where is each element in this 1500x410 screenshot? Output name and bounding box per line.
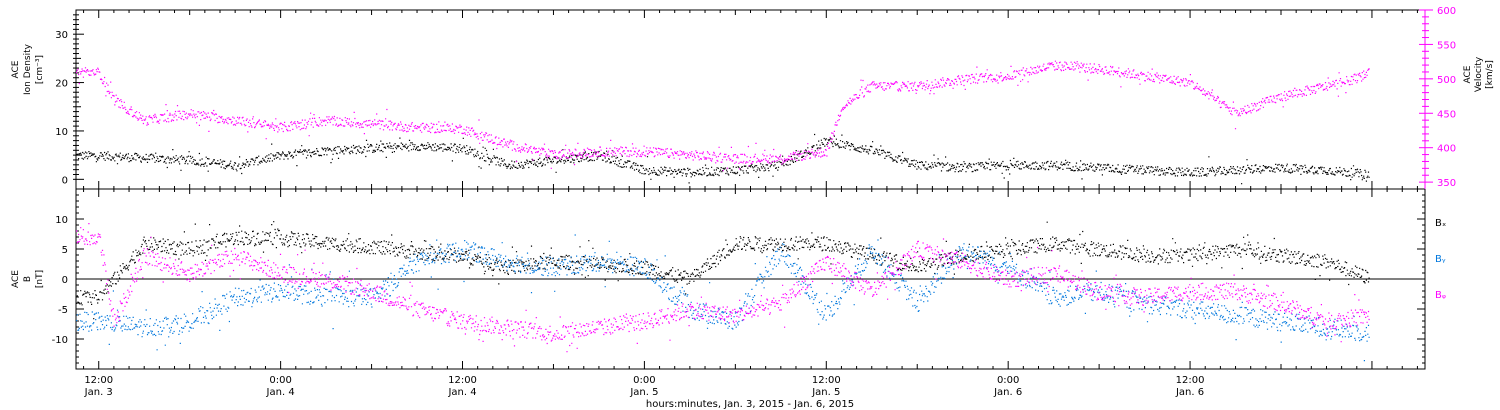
top-right-tick-label: 450 xyxy=(1437,109,1456,120)
bottom-tick-label: 5 xyxy=(62,245,68,256)
top-left-tick-label: 0 xyxy=(62,175,68,186)
x-tick-time-label: 12:00 xyxy=(1176,375,1205,386)
top-left-ylabel-1: Ion Density xyxy=(23,43,33,95)
x-tick-date-label: Jan. 3 xyxy=(84,387,113,398)
x-axis-label: hours:minutes, Jan. 3, 2015 - Jan. 6, 20… xyxy=(646,399,854,410)
bottom-tick-label: 0 xyxy=(62,275,68,286)
bottom-tick-label: -5 xyxy=(58,305,68,316)
top-left-tick-label: 20 xyxy=(55,79,68,90)
by-points xyxy=(76,234,1370,362)
top-left-ylabel-2: [cm⁻³] xyxy=(35,55,45,84)
x-tick-date-label: Jan. 6 xyxy=(1175,387,1204,398)
bottom-ylabel-0: ACE xyxy=(11,270,21,288)
top-right-tick-label: 350 xyxy=(1437,178,1456,189)
x-tick-time-label: 0:00 xyxy=(997,375,1019,386)
top-left-tick-label: 30 xyxy=(55,30,68,41)
top-right-ylabel-1: Velocity xyxy=(1474,56,1484,92)
top-right-ylabel-0: ACE xyxy=(1463,65,1473,83)
top-left-tick-label: 10 xyxy=(55,127,68,138)
x-tick-time-label: 12:00 xyxy=(448,375,477,386)
panel-top-frame xyxy=(75,9,1426,190)
legend-item-0: Bₓ xyxy=(1435,218,1446,229)
bottom-tick-label: -10 xyxy=(52,335,68,346)
top-right-ylabel-2: [km/s] xyxy=(1485,60,1495,89)
bottom-ylabel-2: [nT] xyxy=(35,270,45,288)
top-right-tick-label: 600 xyxy=(1437,6,1456,17)
density-points xyxy=(76,133,1370,185)
legend-item-2: Bᵩ xyxy=(1435,290,1446,301)
bottom-ylabel-1: B xyxy=(23,276,33,282)
bottom-tick-label: 10 xyxy=(55,215,68,226)
x-tick-date-label: Jan. 6 xyxy=(993,387,1022,398)
top-right-tick-label: 550 xyxy=(1437,40,1456,51)
legend-item-1: Bᵧ xyxy=(1435,254,1446,265)
top-left-ylabel-0: ACE xyxy=(11,60,21,78)
x-tick-date-label: Jan. 4 xyxy=(447,387,476,398)
top-right-tick-label: 400 xyxy=(1437,144,1456,155)
x-tick-time-label: 0:00 xyxy=(633,375,655,386)
x-tick-date-label: Jan. 4 xyxy=(266,387,295,398)
x-tick-date-label: Jan. 5 xyxy=(629,387,658,398)
x-tick-date-label: Jan. 5 xyxy=(811,387,840,398)
velocity-points xyxy=(76,60,1370,172)
x-tick-time-label: 12:00 xyxy=(84,375,113,386)
x-tick-time-label: 0:00 xyxy=(269,375,291,386)
x-tick-time-label: 12:00 xyxy=(812,375,841,386)
top-right-tick-label: 500 xyxy=(1437,75,1456,86)
